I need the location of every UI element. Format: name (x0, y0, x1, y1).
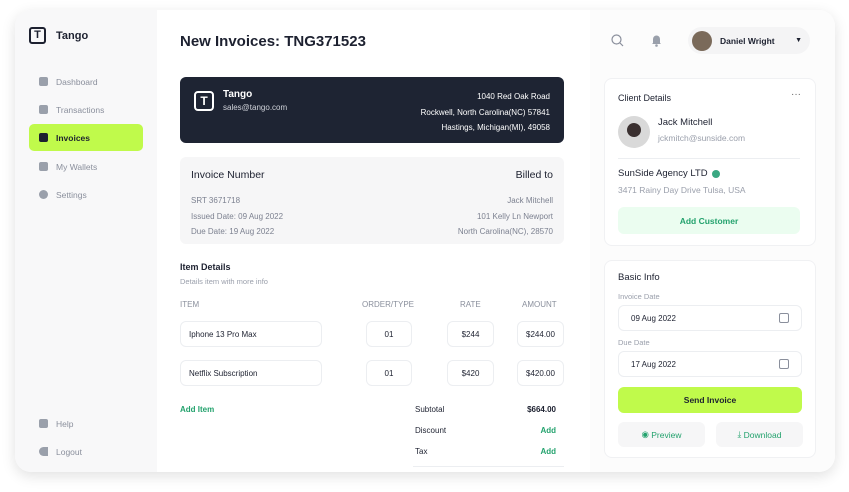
avatar (692, 30, 712, 51)
amount-input[interactable]: $244.00 (517, 321, 564, 347)
item-details-title: Item Details (180, 262, 231, 272)
download-button[interactable]: ⤓ Download (716, 422, 803, 447)
item-name-input[interactable]: Netflix Subscription (180, 360, 322, 386)
amount-input[interactable]: $420.00 (517, 360, 564, 386)
billed-address: North Carolina(NC), 28570 (457, 227, 553, 236)
app-window: T Tango Dashboard Transactions Invoices … (15, 10, 835, 472)
divider (618, 158, 800, 159)
sidebar-item-label: Settings (56, 189, 87, 200)
add-discount-link[interactable]: Add (540, 426, 556, 435)
invoice-number: SRT 3671718 (191, 196, 241, 205)
logo-icon: T (29, 27, 46, 44)
preview-button[interactable]: ◉ Preview (618, 422, 705, 447)
invoice-date-input[interactable]: 09 Aug 2022 (618, 305, 802, 331)
sidebar-item-label: Invoices (56, 132, 91, 143)
sidebar-item-dashboard[interactable]: Dashboard (29, 68, 143, 95)
due-date: Due Date: 19 Aug 2022 (191, 227, 275, 236)
sidebar-item-invoices[interactable]: Invoices (29, 124, 143, 151)
column-header: RATE (460, 300, 481, 309)
sidebar-item-label: My Wallets (56, 161, 98, 172)
sidebar-item-settings[interactable]: Settings (29, 181, 143, 208)
sidebar-item-label: Dashboard (56, 76, 98, 87)
send-invoice-button[interactable]: Send Invoice (618, 387, 802, 413)
card-title: Basic Info (618, 272, 660, 283)
gear-icon (39, 190, 48, 199)
subtotal-value: $664.00 (527, 405, 556, 414)
due-date-value: 17 Aug 2022 (631, 359, 676, 369)
page-title: New Invoices: TNG371523 (180, 33, 366, 50)
discount-label: Discount (415, 426, 447, 435)
company-address-line: 1040 Red Oak Road (477, 92, 550, 101)
sidebar-item-transactions[interactable]: Transactions (29, 96, 143, 123)
sidebar-item-wallets[interactable]: My Wallets (29, 153, 143, 180)
logout-icon (39, 447, 48, 456)
sidebar-item-label: Logout (56, 446, 82, 457)
card-title: Client Details (618, 93, 672, 103)
wallet-icon (39, 162, 48, 171)
add-item-link[interactable]: Add Item (180, 405, 215, 414)
item-details-subtitle: Details item with more info (180, 277, 268, 286)
client-company: SunSide Agency LTD (618, 168, 708, 179)
calendar-icon[interactable] (779, 313, 789, 323)
order-input[interactable]: 01 (366, 321, 412, 347)
due-date-label: Due Date (618, 338, 650, 347)
eye-icon: ◉ (641, 429, 652, 439)
chart-icon (39, 105, 48, 114)
basic-info-card: Basic Info Invoice Date 09 Aug 2022 Due … (604, 260, 816, 458)
issued-date: Issued Date: 09 Aug 2022 (191, 211, 284, 221)
brand-name: Tango (56, 30, 89, 42)
download-label: Download (743, 429, 782, 440)
client-address: 3471 Rainy Day Drive Tulsa, USA (618, 185, 746, 195)
preview-label: Preview (651, 429, 682, 440)
tax-label: Tax (415, 447, 428, 456)
bell-icon[interactable] (651, 34, 662, 47)
invoice-icon (39, 133, 48, 142)
rate-input[interactable]: $244 (447, 321, 494, 347)
column-header: AMOUNT (522, 300, 557, 309)
help-icon (39, 419, 48, 428)
company-address-line: Hastings, Michigan(MI), 49058 (441, 123, 551, 132)
billed-name: Jack Mitchell (507, 196, 553, 205)
order-input[interactable]: 01 (366, 360, 412, 386)
item-name-input[interactable]: Iphone 13 Pro Max (180, 321, 322, 347)
billed-address: 101 Kelly Ln Newport (476, 211, 553, 221)
billed-to-label: Billed to (515, 169, 553, 181)
verified-icon (711, 169, 720, 178)
sidebar-item-label: Transactions (56, 104, 105, 115)
invoice-summary: Invoice Number SRT 3671718 Issued Date: … (180, 157, 564, 244)
invoice-number-label: Invoice Number (191, 169, 265, 181)
home-icon (39, 77, 48, 86)
add-tax-link[interactable]: Add (540, 447, 556, 456)
user-menu[interactable]: Daniel Wright ▼ (688, 27, 810, 54)
client-email: jckmitch@sunside.com (658, 133, 746, 143)
company-address-line: Rockwell, North Carolina(NC) 57841 (420, 107, 550, 117)
calendar-icon[interactable] (779, 359, 789, 369)
company-banner: T Tango sales@tango.com 1040 Red Oak Roa… (180, 77, 564, 143)
client-name: Jack Mitchell (658, 117, 713, 128)
sidebar: T Tango Dashboard Transactions Invoices … (15, 10, 157, 472)
company-name: Tango (223, 89, 253, 100)
subtotal-label: Subtotal (415, 405, 445, 414)
search-icon[interactable] (611, 34, 624, 47)
company-logo-icon: T (194, 91, 214, 111)
invoice-date-value: 09 Aug 2022 (631, 313, 676, 323)
sidebar-item-help[interactable]: Help (29, 410, 143, 437)
client-details-card: Client Details ··· Jack Mitchell jckmitc… (604, 78, 816, 246)
due-date-input[interactable]: 17 Aug 2022 (618, 351, 802, 377)
chevron-down-icon: ▼ (795, 37, 802, 44)
company-email: sales@tango.com (223, 103, 288, 112)
sidebar-item-label: Help (56, 418, 74, 429)
column-header: ITEM (180, 300, 200, 309)
add-customer-button[interactable]: Add Customer (618, 207, 800, 234)
divider (413, 466, 564, 467)
download-icon: ⤓ (737, 429, 744, 439)
rate-input[interactable]: $420 (447, 360, 494, 386)
sidebar-item-logout[interactable]: Logout (29, 438, 143, 465)
user-name: Daniel Wright (720, 35, 775, 46)
client-avatar (618, 116, 650, 148)
more-icon[interactable]: ··· (791, 89, 801, 100)
invoice-date-label: Invoice Date (618, 292, 660, 301)
column-header: ORDER/TYPE (362, 300, 415, 309)
